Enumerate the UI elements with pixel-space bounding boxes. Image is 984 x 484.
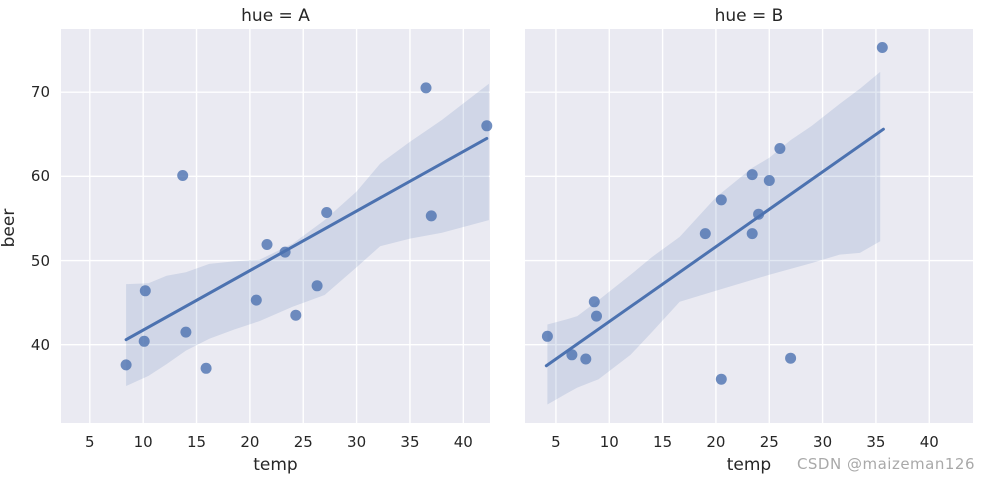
scatter-point-b (588, 296, 600, 308)
scatter-point-b (580, 353, 592, 365)
y-tick-label: 70 (30, 83, 50, 102)
facet-title-a: hue = A (241, 6, 310, 26)
scatter-point-a (279, 246, 291, 258)
panel-b-background (525, 29, 973, 423)
confidence-band-b (547, 71, 881, 405)
scatter-point-b (876, 42, 888, 53)
scatter-point-a (420, 82, 432, 94)
scatter-point-a (180, 326, 192, 338)
scatter-point-a (139, 285, 151, 297)
x-tick-label: 5 (551, 433, 561, 451)
scatter-point-a (250, 294, 262, 306)
scatter-point-b (715, 373, 727, 385)
scatter-point-a (261, 239, 273, 250)
scatter-point-b (763, 175, 775, 186)
scatter-point-b (785, 352, 797, 364)
x-tick-label: 15 (186, 433, 207, 451)
y-tick-label: 60 (30, 167, 50, 186)
x-tick-label: 40 (453, 433, 473, 451)
x-tick-label: 30 (347, 433, 367, 451)
scatter-point-b (746, 228, 758, 240)
scatter-point-a (481, 120, 493, 132)
scatter-point-a (311, 280, 323, 292)
scatter-point-b (566, 349, 578, 361)
x-tick-label: 35 (866, 433, 886, 451)
regression-line-b (544, 127, 885, 368)
facet-title-b: hue = B (714, 6, 784, 26)
watermark: CSDN @maizeman126 (796, 455, 975, 473)
x-tick-label: 25 (759, 433, 779, 451)
x-axis-label-b: temp (726, 455, 772, 475)
scatter-point-b (774, 143, 786, 154)
x-tick-label: 20 (240, 433, 260, 451)
scatter-point-a (120, 359, 132, 371)
scatter-point-a (425, 210, 437, 222)
x-tick-label: 35 (400, 433, 420, 451)
scatter-point-b (753, 208, 765, 220)
x-tick-label: 10 (599, 433, 619, 451)
x-tick-label: 25 (293, 433, 313, 451)
y-tick-label: 40 (30, 335, 50, 354)
scatter-point-b (591, 310, 602, 322)
x-tick-label: 5 (85, 433, 95, 451)
scatter-point-a (138, 335, 150, 347)
scatter-point-a (321, 207, 333, 218)
confidence-band-a (126, 83, 489, 386)
scatter-point-b (699, 228, 711, 240)
x-tick-label: 15 (653, 433, 673, 451)
scatter-point-a (200, 362, 212, 374)
x-tick-label: 30 (813, 433, 833, 451)
scatter-point-b (715, 194, 727, 206)
scatter-point-b (541, 330, 553, 342)
panel-a-background (61, 29, 490, 423)
scatter-point-b (746, 169, 758, 181)
scatter-point-a (177, 170, 189, 181)
x-tick-label: 10 (133, 433, 153, 451)
x-axis-label-a: temp (253, 455, 298, 475)
x-tick-label: 40 (919, 433, 939, 451)
y-tick-label: 50 (30, 251, 50, 270)
scatter-point-a (290, 309, 302, 321)
x-tick-label: 20 (706, 433, 726, 451)
regression-line-a (124, 136, 489, 342)
